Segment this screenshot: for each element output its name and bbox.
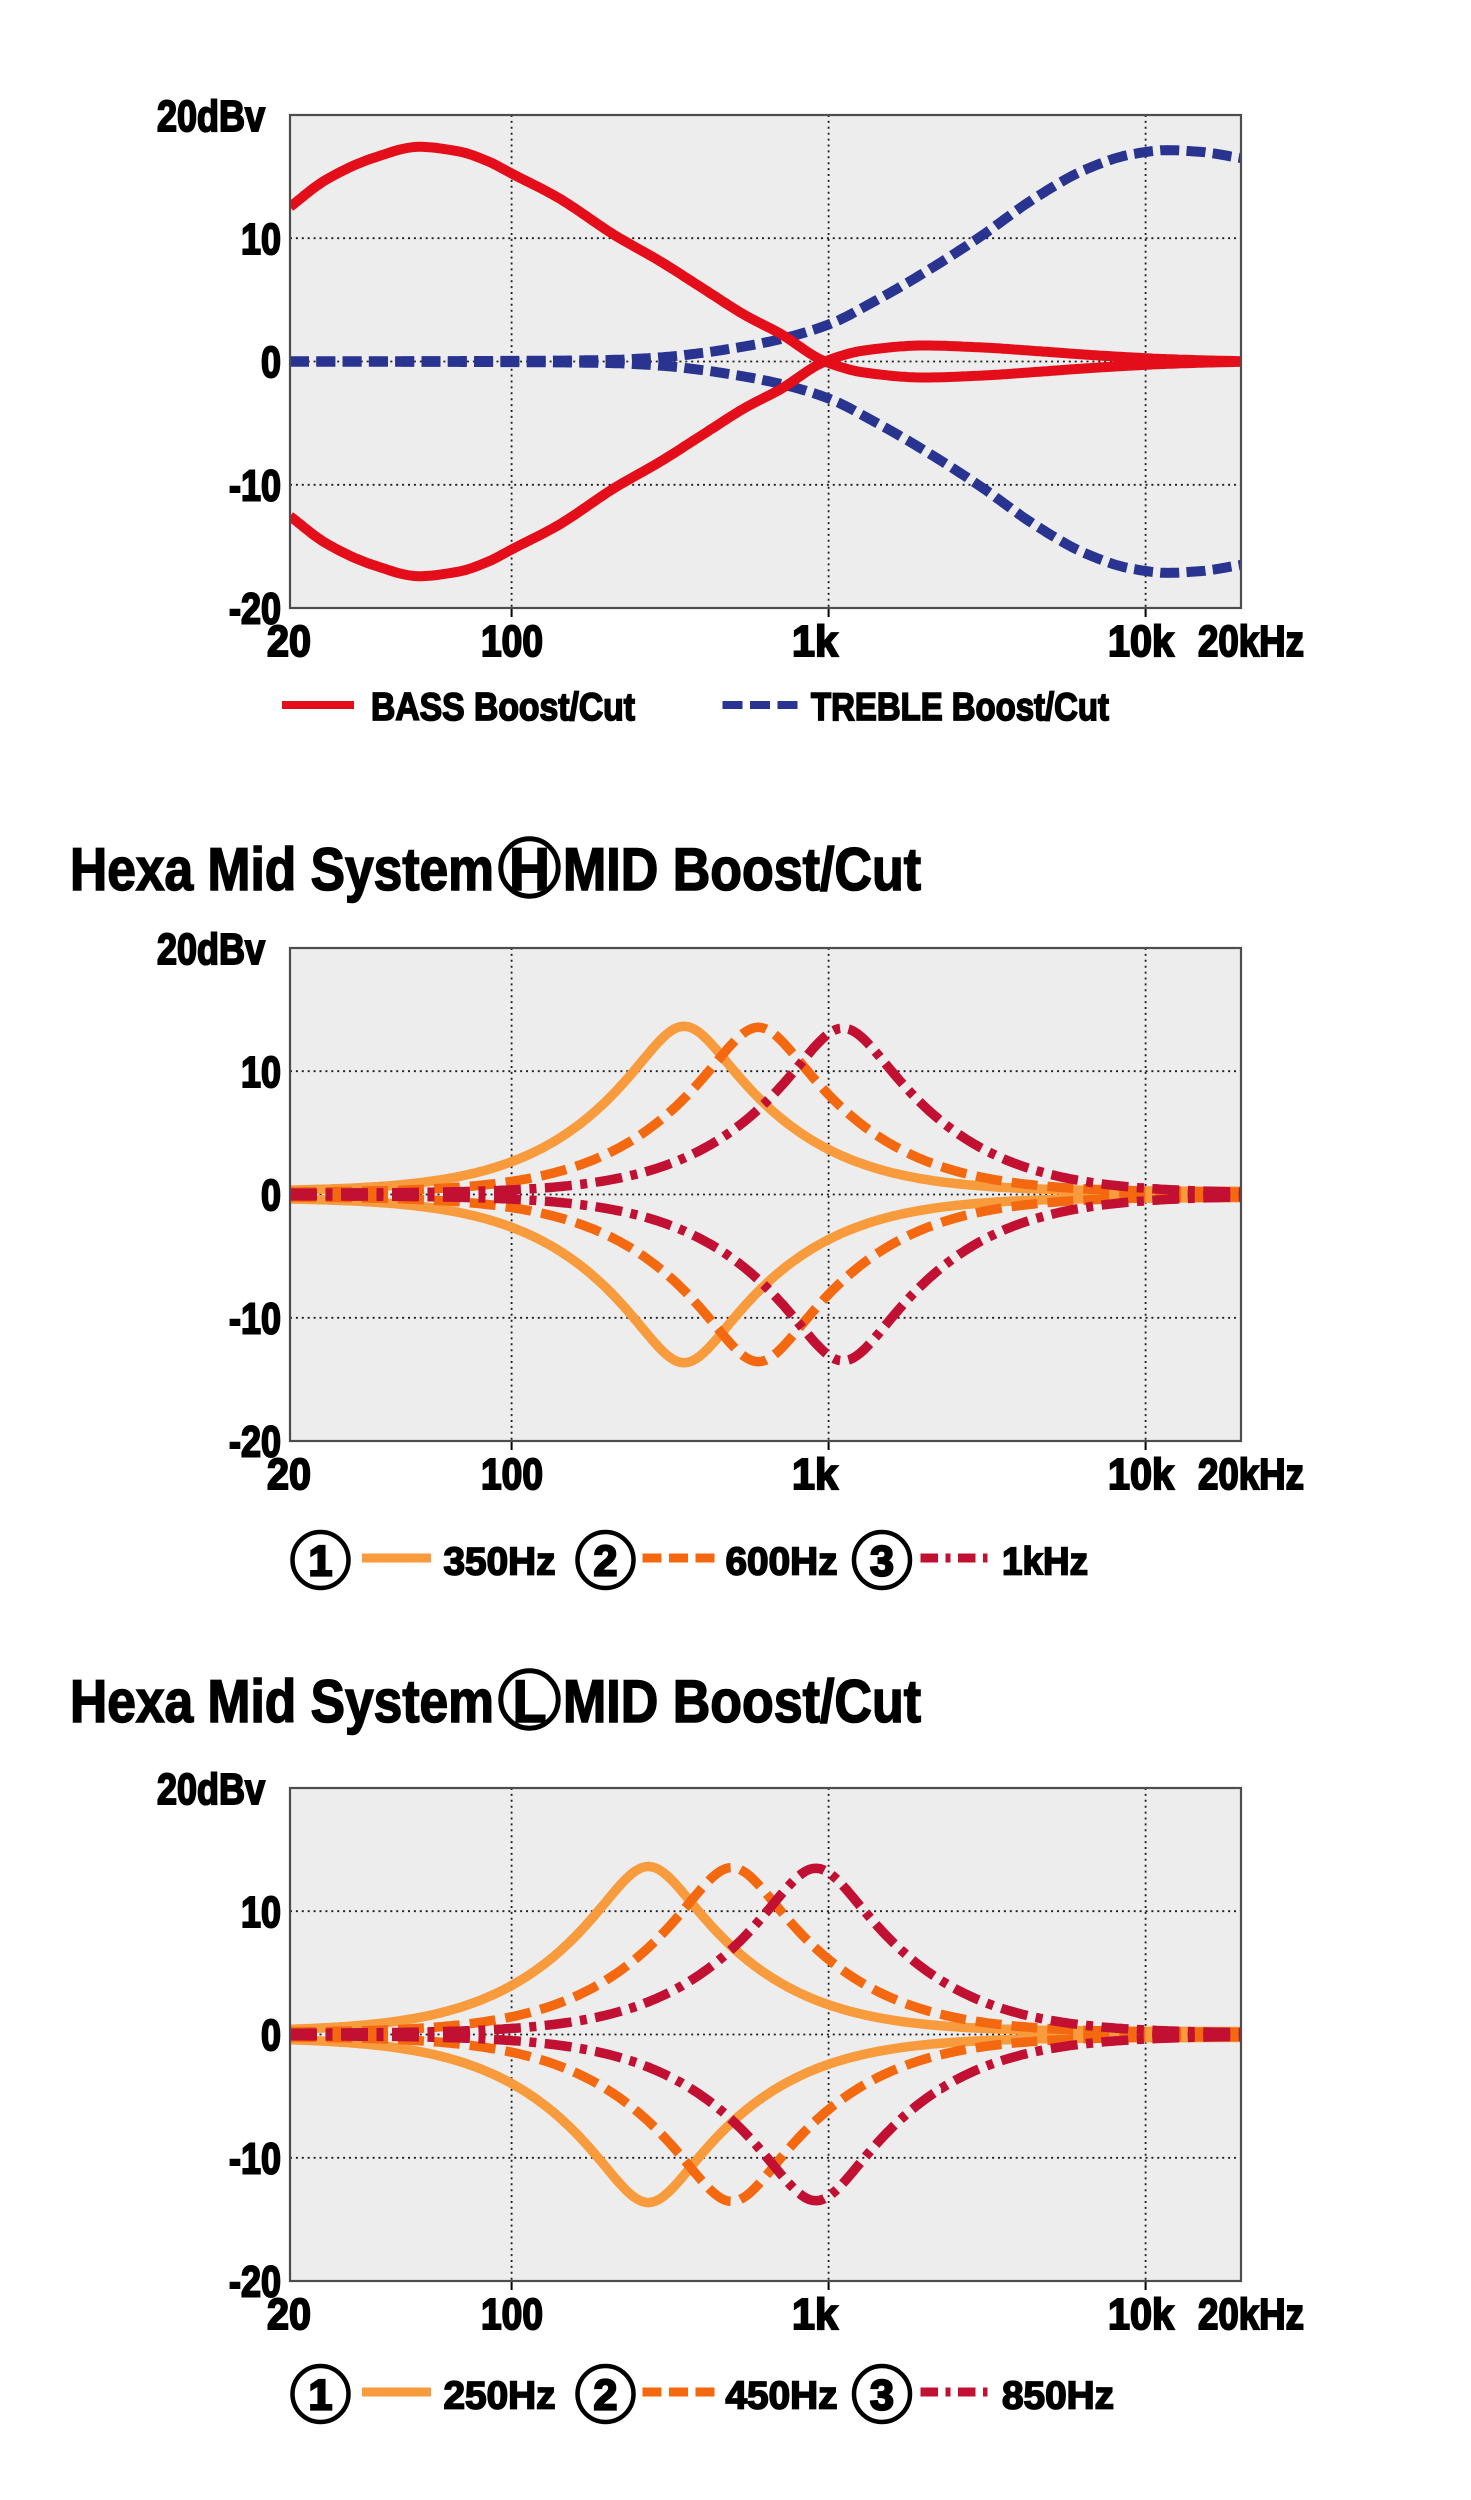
svg-text:1k: 1k bbox=[792, 2290, 838, 2339]
svg-text:20dBv: 20dBv bbox=[157, 925, 265, 974]
svg-text:10k: 10k bbox=[1108, 1450, 1174, 1499]
svg-text:10: 10 bbox=[241, 1048, 281, 1097]
svg-text:250Hz: 250Hz bbox=[444, 2375, 556, 2418]
svg-text:600Hz: 600Hz bbox=[726, 1541, 838, 1584]
svg-text:0: 0 bbox=[261, 338, 281, 387]
svg-text:2: 2 bbox=[594, 2372, 618, 2420]
svg-text:0: 0 bbox=[261, 1171, 281, 1220]
svg-text:850Hz: 850Hz bbox=[1002, 2375, 1114, 2418]
svg-text:10k: 10k bbox=[1108, 617, 1174, 666]
svg-text:0: 0 bbox=[261, 2011, 281, 2060]
svg-text:-10: -10 bbox=[229, 1294, 281, 1343]
svg-text:-20: -20 bbox=[229, 585, 281, 634]
svg-text:-10: -10 bbox=[229, 2134, 281, 2183]
svg-text:MID Boost/Cut: MID Boost/Cut bbox=[563, 1668, 921, 1735]
svg-text:-10: -10 bbox=[229, 461, 281, 510]
svg-text:MID Boost/Cut: MID Boost/Cut bbox=[563, 836, 921, 903]
svg-text:1: 1 bbox=[309, 2372, 333, 2420]
svg-text:20: 20 bbox=[267, 2290, 311, 2339]
svg-text:1k: 1k bbox=[792, 617, 838, 666]
svg-text:1kHz: 1kHz bbox=[1002, 1541, 1088, 1584]
svg-text:20kHz: 20kHz bbox=[1198, 2290, 1304, 2339]
svg-text:H: H bbox=[509, 836, 550, 903]
svg-text:100: 100 bbox=[481, 617, 543, 666]
svg-text:2: 2 bbox=[594, 1538, 618, 1586]
svg-text:Hexa Mid System: Hexa Mid System bbox=[70, 1668, 494, 1735]
svg-text:10k: 10k bbox=[1108, 2290, 1174, 2339]
svg-text:Hexa Mid System: Hexa Mid System bbox=[70, 836, 494, 903]
svg-text:-20: -20 bbox=[229, 1418, 281, 1467]
svg-text:-20: -20 bbox=[229, 2258, 281, 2307]
svg-text:20: 20 bbox=[267, 1450, 311, 1499]
svg-text:20kHz: 20kHz bbox=[1198, 617, 1304, 666]
svg-text:20: 20 bbox=[267, 617, 311, 666]
svg-text:L: L bbox=[513, 1668, 547, 1735]
svg-text:3: 3 bbox=[870, 2372, 894, 2420]
svg-text:1: 1 bbox=[309, 1538, 333, 1586]
svg-text:20kHz: 20kHz bbox=[1198, 1450, 1304, 1499]
svg-text:1k: 1k bbox=[792, 1450, 838, 1499]
svg-text:20dBv: 20dBv bbox=[157, 92, 265, 141]
svg-text:BASS Boost/Cut: BASS Boost/Cut bbox=[371, 686, 635, 729]
svg-text:350Hz: 350Hz bbox=[444, 1541, 556, 1584]
svg-text:20dBv: 20dBv bbox=[157, 1765, 265, 1814]
svg-text:10: 10 bbox=[241, 215, 281, 264]
svg-text:100: 100 bbox=[481, 2290, 543, 2339]
svg-text:450Hz: 450Hz bbox=[726, 2375, 838, 2418]
svg-text:TREBLE Boost/Cut: TREBLE Boost/Cut bbox=[811, 686, 1109, 729]
svg-text:3: 3 bbox=[870, 1538, 894, 1586]
svg-text:10: 10 bbox=[241, 1888, 281, 1937]
svg-text:100: 100 bbox=[481, 1450, 543, 1499]
